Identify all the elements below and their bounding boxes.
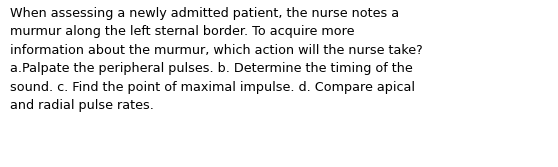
Text: When assessing a newly admitted patient, the nurse notes a
murmur along the left: When assessing a newly admitted patient,…: [10, 7, 423, 112]
